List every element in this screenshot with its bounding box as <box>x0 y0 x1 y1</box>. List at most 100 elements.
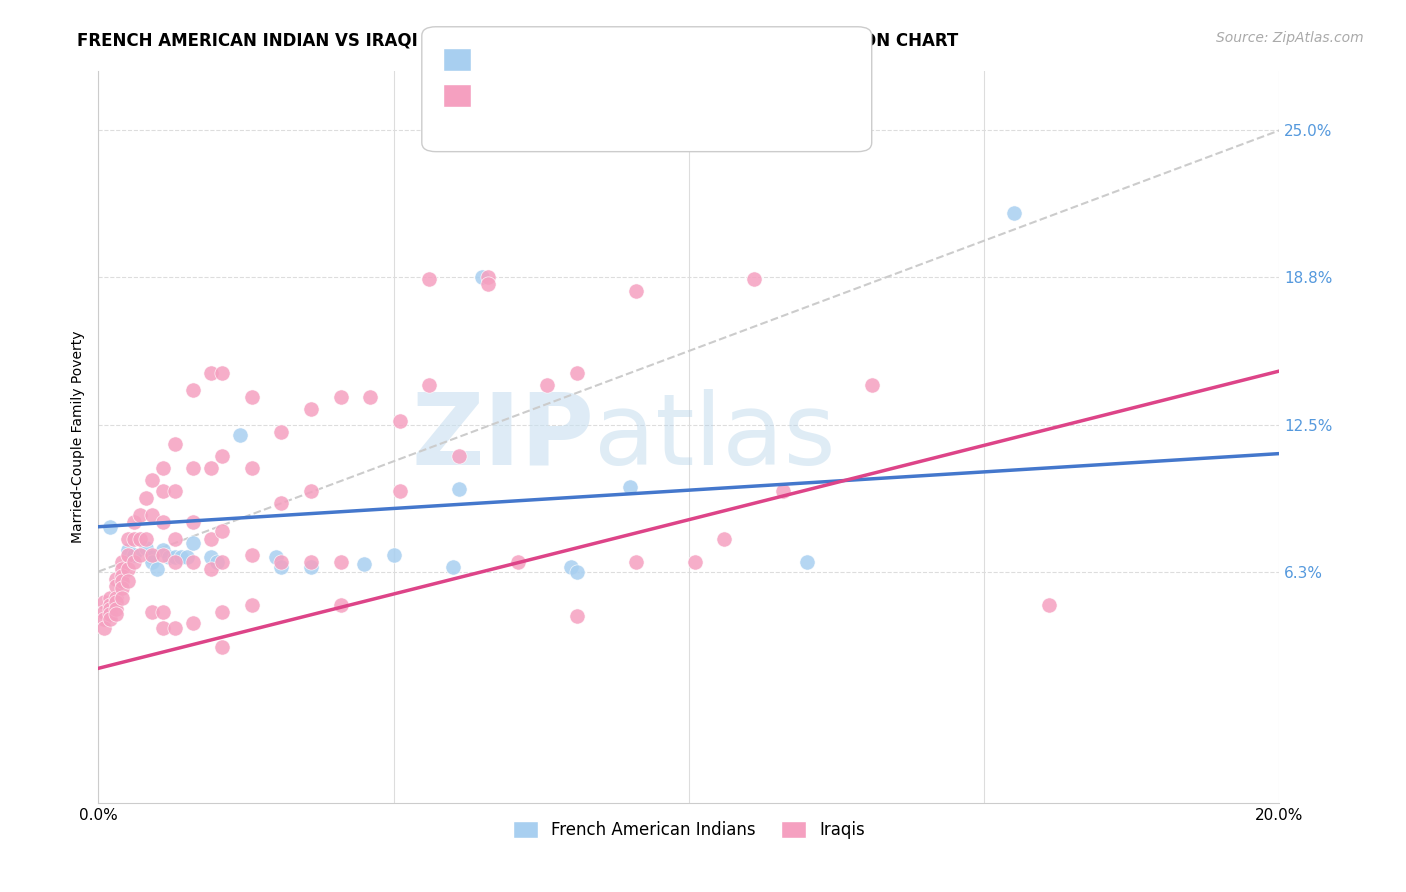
Text: R = 0.391: R = 0.391 <box>482 87 565 104</box>
Point <box>240 390 263 404</box>
Point <box>329 598 352 612</box>
Point <box>111 591 134 605</box>
Point <box>98 520 121 534</box>
Point <box>624 284 647 298</box>
Point <box>105 572 128 586</box>
Point <box>93 612 115 626</box>
Point <box>117 543 139 558</box>
Point <box>565 565 588 579</box>
Point <box>117 574 139 588</box>
Point <box>477 269 499 284</box>
Point <box>122 515 145 529</box>
Point <box>105 602 128 616</box>
Point <box>211 524 233 539</box>
Point <box>299 555 322 569</box>
Point <box>157 550 180 565</box>
Point <box>170 550 193 565</box>
Point <box>181 383 204 397</box>
Point <box>98 591 121 605</box>
Point <box>560 559 582 574</box>
Point <box>122 555 145 569</box>
Point <box>353 558 375 572</box>
Point <box>471 269 494 284</box>
Point <box>447 449 470 463</box>
Point <box>205 555 228 569</box>
Point <box>211 605 233 619</box>
Point <box>270 425 292 440</box>
Point <box>240 548 263 562</box>
Point <box>93 621 115 635</box>
Point <box>1002 206 1025 220</box>
Point <box>240 460 263 475</box>
Point <box>270 496 292 510</box>
Y-axis label: Married-Couple Family Poverty: Married-Couple Family Poverty <box>70 331 84 543</box>
Point <box>200 367 222 381</box>
Point <box>165 621 187 635</box>
Point <box>105 607 128 621</box>
Point <box>176 550 198 565</box>
Point <box>165 550 187 565</box>
Point <box>624 555 647 569</box>
Point <box>152 515 174 529</box>
Point <box>506 555 529 569</box>
Point <box>240 598 263 612</box>
Point <box>165 484 187 499</box>
Point <box>128 508 150 522</box>
Point <box>418 378 440 392</box>
Point <box>796 555 818 569</box>
Legend: French American Indians, Iraqis: French American Indians, Iraqis <box>506 814 872 846</box>
Point <box>619 480 641 494</box>
Point <box>477 277 499 291</box>
Point <box>165 532 187 546</box>
Point <box>200 562 222 576</box>
Point <box>93 595 115 609</box>
Point <box>447 482 470 496</box>
Point <box>165 555 187 569</box>
Point <box>264 550 287 565</box>
Point <box>152 548 174 562</box>
Point <box>299 559 322 574</box>
Point <box>117 532 139 546</box>
Text: R = 0.110: R = 0.110 <box>482 51 565 69</box>
Point <box>713 532 735 546</box>
Point <box>388 484 411 499</box>
Text: Source: ZipAtlas.com: Source: ZipAtlas.com <box>1216 31 1364 45</box>
Point <box>141 548 163 562</box>
Point <box>105 591 128 605</box>
Point <box>152 621 174 635</box>
Text: ZIP: ZIP <box>412 389 595 485</box>
Point <box>122 548 145 562</box>
Point <box>135 532 157 546</box>
Point <box>152 460 174 475</box>
Point <box>111 581 134 595</box>
Point <box>98 612 121 626</box>
Point <box>98 598 121 612</box>
Point <box>211 555 233 569</box>
Point <box>165 437 187 451</box>
Point <box>122 532 145 546</box>
Text: N = 29: N = 29 <box>598 51 655 69</box>
Point <box>329 390 352 404</box>
Point <box>141 550 163 565</box>
Point <box>270 555 292 569</box>
Point <box>418 272 440 286</box>
Point <box>565 367 588 381</box>
Point <box>111 562 134 576</box>
Point <box>141 508 163 522</box>
Point <box>441 559 464 574</box>
Point <box>772 484 794 499</box>
Text: FRENCH AMERICAN INDIAN VS IRAQI MARRIED-COUPLE FAMILY POVERTY CORRELATION CHART: FRENCH AMERICAN INDIAN VS IRAQI MARRIED-… <box>77 31 959 49</box>
Point <box>860 378 883 392</box>
Point <box>211 449 233 463</box>
Point <box>152 484 174 499</box>
Point <box>135 541 157 555</box>
Point <box>141 473 163 487</box>
Point <box>181 555 204 569</box>
Point <box>299 401 322 416</box>
Point <box>382 548 405 562</box>
Point <box>683 555 706 569</box>
Point <box>536 378 558 392</box>
Text: atlas: atlas <box>595 389 837 485</box>
Point <box>299 484 322 499</box>
Point <box>141 555 163 569</box>
